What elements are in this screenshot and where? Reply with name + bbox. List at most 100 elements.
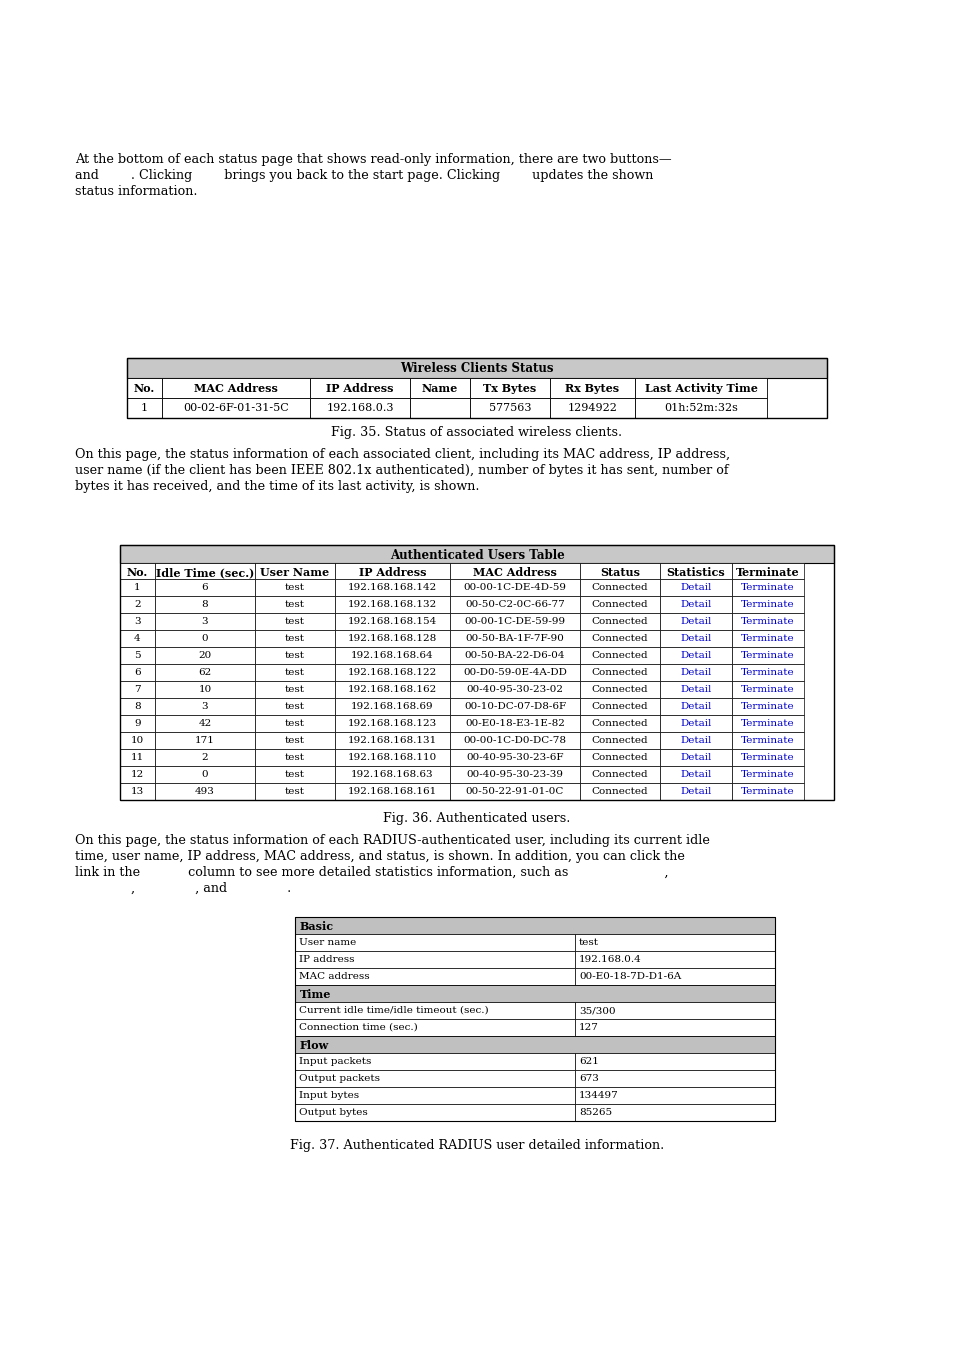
Text: IP Address: IP Address: [326, 382, 394, 394]
Text: 01h:52m:32s: 01h:52m:32s: [663, 403, 738, 413]
Text: test: test: [285, 617, 305, 626]
Text: 577563: 577563: [488, 403, 531, 413]
Text: 00-50-22-91-01-0C: 00-50-22-91-01-0C: [465, 788, 563, 796]
Text: 6: 6: [134, 667, 141, 677]
Bar: [450, 563, 579, 580]
Bar: [450, 613, 579, 630]
Text: 8: 8: [201, 600, 208, 609]
Bar: [120, 544, 833, 800]
Bar: [579, 630, 659, 647]
Text: Basic: Basic: [299, 921, 334, 932]
Text: Flow: Flow: [299, 1040, 329, 1051]
Text: Connected: Connected: [591, 600, 648, 609]
Bar: [120, 748, 154, 766]
Bar: [731, 681, 803, 698]
Text: 12: 12: [131, 770, 144, 780]
Bar: [335, 698, 450, 715]
Text: Terminate: Terminate: [740, 584, 794, 592]
Bar: [254, 563, 335, 580]
Text: Status: Status: [599, 567, 639, 578]
Bar: [659, 580, 731, 596]
Bar: [294, 951, 575, 969]
Bar: [294, 1036, 774, 1052]
Text: Detail: Detail: [679, 753, 711, 762]
Bar: [575, 1002, 774, 1019]
Bar: [410, 399, 470, 417]
Bar: [120, 698, 154, 715]
Text: 192.168.168.161: 192.168.168.161: [348, 788, 436, 796]
Bar: [120, 647, 154, 663]
Bar: [120, 580, 154, 596]
Text: 20: 20: [198, 651, 212, 661]
Bar: [731, 613, 803, 630]
Text: On this page, the status information of each RADIUS-authenticated user, includin: On this page, the status information of …: [75, 834, 709, 847]
Bar: [254, 748, 335, 766]
Bar: [579, 647, 659, 663]
Bar: [294, 1088, 575, 1104]
Bar: [659, 630, 731, 647]
Bar: [450, 580, 579, 596]
Text: 00-50-C2-0C-66-77: 00-50-C2-0C-66-77: [465, 600, 564, 609]
Bar: [450, 681, 579, 698]
Bar: [335, 596, 450, 613]
Bar: [254, 647, 335, 663]
Text: Connected: Connected: [591, 617, 648, 626]
Bar: [659, 681, 731, 698]
Bar: [294, 1002, 575, 1019]
Text: 192.168.168.69: 192.168.168.69: [351, 703, 434, 711]
Text: 192.168.168.131: 192.168.168.131: [348, 736, 436, 744]
Text: 85265: 85265: [578, 1108, 612, 1117]
Text: bytes it has received, and the time of its last activity, is shown.: bytes it has received, and the time of i…: [75, 480, 479, 493]
Text: Tx Bytes: Tx Bytes: [483, 382, 536, 394]
Text: 134497: 134497: [578, 1092, 618, 1100]
Bar: [450, 630, 579, 647]
Text: Fig. 37. Authenticated RADIUS user detailed information.: Fig. 37. Authenticated RADIUS user detai…: [290, 1139, 663, 1152]
Bar: [579, 613, 659, 630]
Text: test: test: [285, 703, 305, 711]
Text: Detail: Detail: [679, 651, 711, 661]
Text: Terminate: Terminate: [740, 667, 794, 677]
Text: test: test: [285, 634, 305, 643]
Text: 00-E0-18-E3-1E-82: 00-E0-18-E3-1E-82: [464, 719, 564, 728]
Text: test: test: [285, 584, 305, 592]
Text: User Name: User Name: [260, 567, 329, 578]
Bar: [254, 681, 335, 698]
Text: 00-02-6F-01-31-5C: 00-02-6F-01-31-5C: [183, 403, 289, 413]
Text: Connected: Connected: [591, 685, 648, 694]
Bar: [470, 378, 550, 399]
Bar: [731, 630, 803, 647]
Bar: [154, 748, 254, 766]
Bar: [575, 969, 774, 985]
Text: Detail: Detail: [679, 634, 711, 643]
Bar: [154, 663, 254, 681]
Text: No.: No.: [127, 567, 148, 578]
Text: 3: 3: [201, 703, 208, 711]
Text: User name: User name: [298, 938, 355, 947]
Text: Connection time (sec.): Connection time (sec.): [298, 1023, 417, 1032]
Text: Time: Time: [299, 989, 331, 1000]
Text: Detail: Detail: [679, 719, 711, 728]
Text: Terminate: Terminate: [740, 753, 794, 762]
Text: 192.168.168.63: 192.168.168.63: [351, 770, 434, 780]
Bar: [731, 698, 803, 715]
Bar: [659, 784, 731, 800]
Text: Output bytes: Output bytes: [298, 1108, 367, 1117]
Text: Input bytes: Input bytes: [298, 1092, 358, 1100]
Text: 673: 673: [578, 1074, 598, 1084]
Bar: [731, 784, 803, 800]
Bar: [162, 399, 310, 417]
Text: 192.168.168.122: 192.168.168.122: [348, 667, 436, 677]
Text: 192.168.168.162: 192.168.168.162: [348, 685, 436, 694]
Text: test: test: [285, 667, 305, 677]
Text: 7: 7: [134, 685, 141, 694]
Bar: [335, 630, 450, 647]
Bar: [127, 378, 162, 399]
Text: 3: 3: [134, 617, 141, 626]
Bar: [254, 663, 335, 681]
Bar: [659, 613, 731, 630]
Bar: [579, 580, 659, 596]
Bar: [154, 596, 254, 613]
Text: Terminate: Terminate: [740, 651, 794, 661]
Text: test: test: [285, 685, 305, 694]
Bar: [294, 985, 774, 1002]
